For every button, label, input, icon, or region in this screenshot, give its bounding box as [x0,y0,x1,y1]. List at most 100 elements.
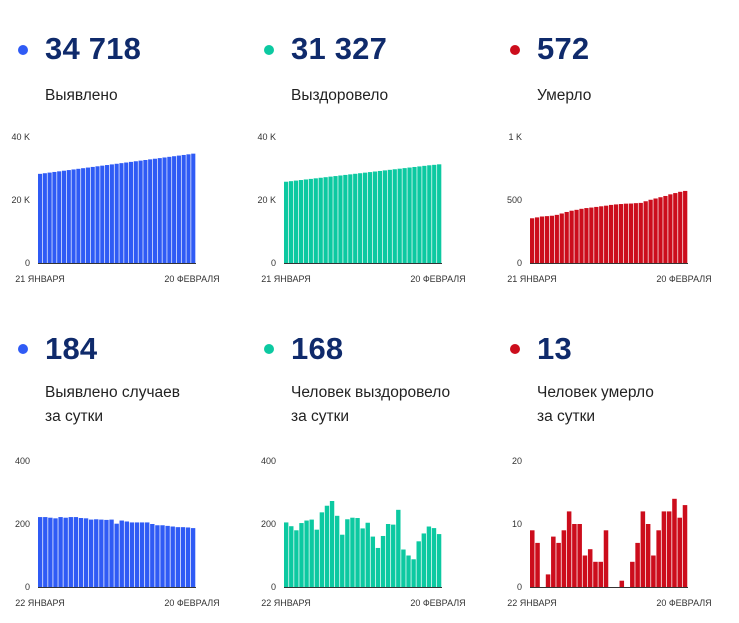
cases-total-bar-31 [186,154,191,263]
cases-total-bar-2 [47,172,52,263]
deaths-daily-ytick-1: 10 [512,519,522,529]
recovered-total-bar-17 [367,172,373,263]
cases-total-ytick-2: 40 K [11,132,30,142]
cases-total-bar-25 [157,158,162,263]
deaths-daily-bar-0 [530,530,535,587]
deaths-total-bar-9 [574,209,579,263]
cases-total-bar-14 [105,165,110,263]
deaths-daily-bar-25 [661,511,667,587]
deaths-daily-bar-20 [635,542,640,587]
label-line-2: за сутки [45,408,104,425]
deaths-daily-ytick-0: 0 [517,582,522,592]
cases-daily-bar-27 [175,527,180,587]
cases-daily-bar-30 [190,528,196,587]
cases-total-xtick-0: 21 ЯНВАРЯ [15,274,65,284]
label-line-1: Умерло [537,87,592,104]
cases-total-bar-12 [95,166,100,263]
cases-daily-bar-16 [119,520,124,587]
cases-total-value: 34 718 [45,31,142,66]
recovered-total-bar-19 [377,170,383,263]
cases-total-bar-7 [71,169,76,263]
cases-daily-bar-4 [58,517,63,587]
deaths-daily-bar-24 [656,530,661,587]
panel-cases-daily: 184 Выявлено случаев за сутки 0 200 400 22 … [0,312,246,622]
deaths-total-bar-6 [559,213,564,263]
recovered-daily-bar-20 [385,524,391,587]
cases-daily-bar-18 [129,522,135,587]
deaths-daily-bar-27 [672,498,677,587]
recovered-daily-bar-18 [375,547,381,587]
deaths-total-bar-22 [638,202,643,263]
recovered-daily-bar-14 [355,518,360,587]
recovered-total-bar-21 [387,169,392,263]
panel-cases-total: 34 718 Выявлено 0 20 K 40 K 21 ЯНВАРЯ 20 ФЕВ… [0,0,246,310]
cases-daily-bar-14 [109,519,114,587]
deaths-total-ytick-0: 0 [517,258,522,268]
recovered-total-bar-26 [412,166,417,263]
recovered-daily-bar-11 [340,534,345,587]
label-line-1: Человек умерло [537,384,654,401]
cases-daily-xtick-1: 20 ФЕВРАЛЯ [164,598,219,608]
deaths-daily-bar-3 [545,574,551,587]
panel-deaths-daily: 13 Человек умерло за сутки 0 10 20 22 ЯНВАР… [492,312,738,622]
recovered-total-bar-29 [427,165,432,263]
deaths-daily-bar-1 [535,542,540,587]
cases-daily-bar-8 [78,518,84,587]
deaths-daily-bar-10 [582,555,588,587]
recovered-total-bar-6 [313,178,318,263]
recovered-daily-bar-13 [350,517,355,587]
cases-daily-bar-11 [94,519,99,587]
cases-total-bar-13 [100,165,105,263]
recovered-daily-bar-10 [334,515,340,587]
cases-daily-chart: 0 200 400 22 ЯНВАРЯ 20 ФЕВРАЛЯ [15,456,220,608]
deaths-total-ytick-2: 1 K [508,132,522,142]
cases-total-bar-23 [148,159,153,263]
panel-recovered-total: 31 327 Выздоровело 0 20 K 40 K 21 ЯНВАРЯ 20 … [246,0,492,310]
bullet-dot [510,344,520,354]
deaths-daily-bar-17 [619,580,625,587]
recovered-daily-bar-22 [396,509,401,587]
recovered-daily-bar-6 [314,529,319,587]
deaths-daily-bar-28 [677,517,682,587]
cases-total-bar-15 [109,164,114,263]
deaths-total-xtick-0: 21 ЯНВАРЯ [507,274,557,284]
recovered-daily-bar-2 [294,530,299,587]
recovered-total-bar-2 [293,180,299,263]
deaths-total-bar-31 [683,190,688,263]
label-line-1: Выздоровело [291,87,389,104]
deaths-daily-label: Человек умерло за сутки [537,381,654,429]
recovered-daily-bar-30 [436,534,442,587]
recovered-daily-bar-3 [299,523,304,587]
label-line-2: за сутки [291,408,350,425]
recovered-total-bar-14 [353,173,358,263]
recovered-total-xtick-0: 21 ЯНВАРЯ [261,274,311,284]
deaths-daily-bar-14 [603,530,609,587]
deaths-total-bar-13 [594,206,599,263]
cases-daily-bar-9 [83,518,89,587]
recovered-total-ytick-2: 40 K [257,132,276,142]
recovered-daily-bar-17 [370,536,376,587]
cases-total-bar-1 [42,173,47,263]
cases-total-bar-28 [172,156,177,263]
cases-daily-bar-1 [43,517,48,587]
recovered-total-bar-13 [348,174,353,263]
recovered-daily-bar-27 [421,533,426,587]
deaths-total-bar-0 [530,218,535,263]
deaths-total-bar-19 [623,203,629,263]
recovered-total-bar-22 [392,169,397,263]
cases-total-bar-27 [167,156,172,263]
recovered-total-bar-28 [422,165,427,263]
cases-total-bar-5 [61,170,67,263]
deaths-daily-bar-7 [566,511,572,587]
deaths-total-bar-3 [544,216,550,263]
cases-daily-bar-2 [48,517,53,587]
cases-total-bar-32 [191,153,196,263]
recovered-daily-bar-7 [319,512,325,587]
deaths-total-bar-21 [633,203,638,263]
recovered-total-bar-8 [323,177,328,263]
deaths-total-bar-20 [628,203,633,263]
cases-total-bar-16 [114,163,119,263]
cases-total-bar-18 [124,162,129,263]
deaths-total-bar-7 [564,211,569,263]
cases-daily-bar-20 [139,522,145,587]
